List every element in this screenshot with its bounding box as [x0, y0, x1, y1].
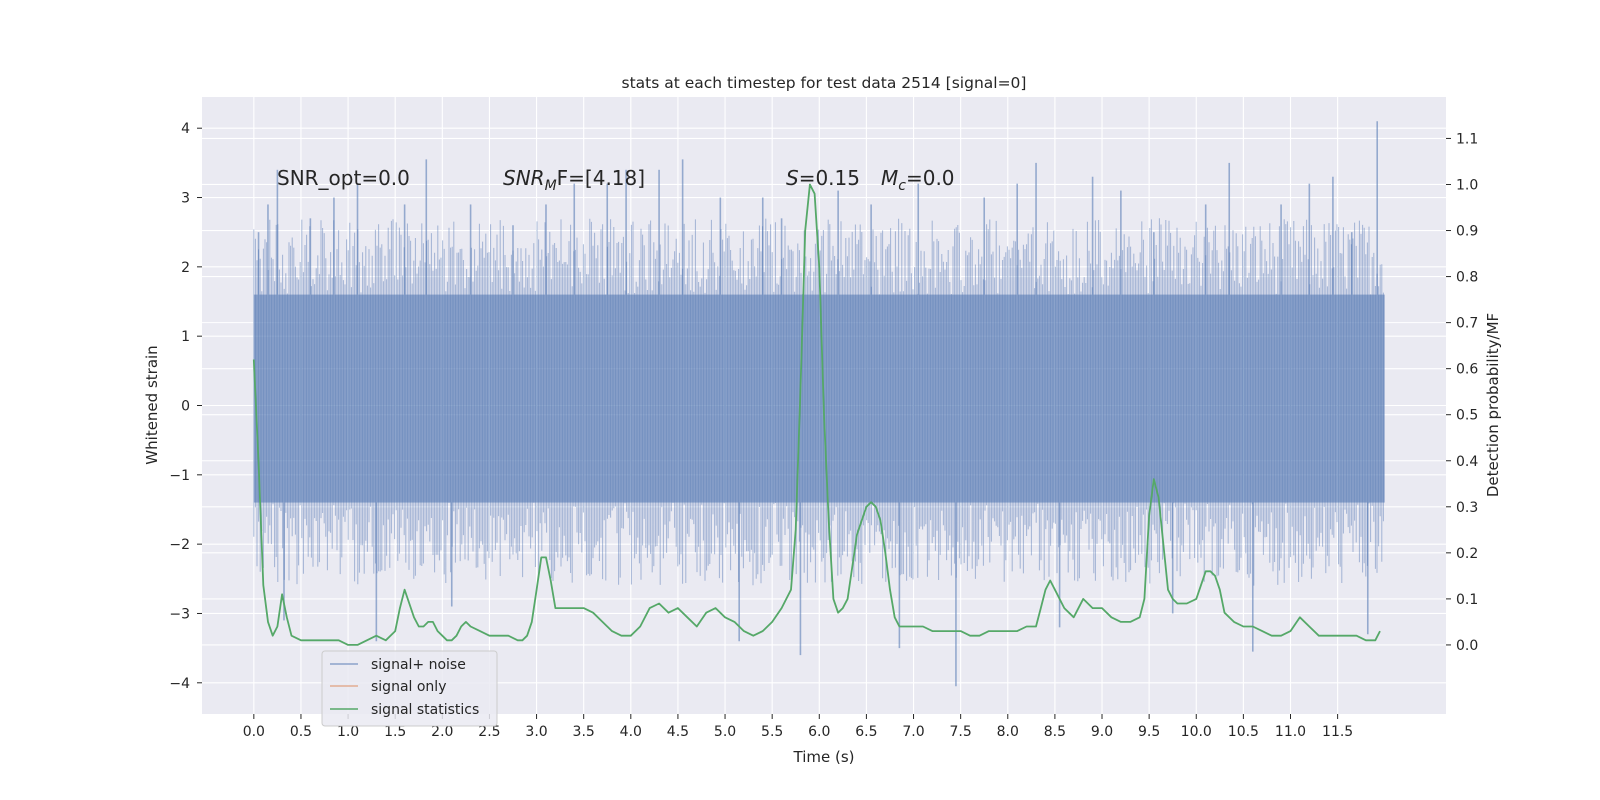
x-tick-label: 2.5: [478, 724, 500, 740]
x-tick-label: 6.0: [808, 724, 830, 740]
series-signal-statistics: [252, 183, 1381, 646]
x-tick-label: 1.0: [337, 724, 359, 740]
y2-axis-label: Detection probability/MF: [1484, 313, 1502, 497]
y2-tick-label: 0.4: [1456, 454, 1478, 470]
x-tick-label: 11.0: [1275, 724, 1306, 740]
legend: signal+ noise signal only signal statist…: [321, 650, 498, 727]
strain-trace: [253, 218, 1384, 586]
x-tick-label: 11.5: [1322, 724, 1353, 740]
x-tick-label: 10.5: [1228, 724, 1259, 740]
y-axis-label: Whitened strain: [143, 345, 161, 464]
y-tick-label: 0: [181, 399, 190, 415]
y-axis-right: 1.1 1.0 0.9 0.8 0.7 0.6 0.5 0.4 0.3 0.2 0.1 0.0: [1446, 131, 1478, 654]
y-tick-label: −1: [169, 468, 190, 484]
legend-label-signal-only: signal only: [371, 679, 446, 695]
x-tick-label: 7.0: [902, 724, 924, 740]
x-tick-label: 5.0: [714, 724, 736, 740]
y2-tick-label: 1.0: [1456, 177, 1478, 193]
x-axis: 0.0 0.5 1.0 1.5 2.0 2.5 3.0 3.5 4.0 4.5 5.0 5.5 6.0 6…: [243, 714, 1353, 740]
y-tick-label: 3: [181, 191, 190, 207]
y2-tick-label: 0.8: [1456, 270, 1478, 286]
y-tick-label: −4: [169, 676, 190, 692]
annotation-snr-opt: SNR_opt=0.0: [277, 166, 410, 190]
legend-box: [321, 650, 498, 727]
x-tick-label: 1.5: [384, 724, 406, 740]
x-tick-label: 2.0: [431, 724, 453, 740]
y2-tick-label: 0.9: [1456, 224, 1478, 240]
stats-line: [252, 183, 1381, 646]
y2-tick-label: 1.1: [1456, 131, 1478, 147]
chart-title: stats at each timestep for test data 251…: [622, 74, 1027, 92]
x-tick-label: 10.0: [1181, 724, 1212, 740]
x-tick-label: 9.0: [1091, 724, 1113, 740]
annotation-snr-mf: SNRMF=[4.18]: [503, 166, 645, 194]
x-tick-label: 3.0: [525, 724, 547, 740]
legend-label-signal-noise: signal+ noise: [371, 657, 466, 673]
annotations: SNR_opt=0.0 SNRMF=[4.18] S=0.15 Mc=0.0: [277, 166, 955, 194]
x-tick-label: 4.5: [667, 724, 689, 740]
y2-tick-label: 0.2: [1456, 546, 1478, 562]
x-tick-label: 8.0: [997, 724, 1019, 740]
y2-tick-label: 0.5: [1456, 408, 1478, 424]
y-axis-left: 4 3 2 1 0 −1 −2 −3 −4: [169, 121, 202, 692]
annotation-s: S=0.15: [786, 166, 860, 190]
y-tick-label: 2: [181, 260, 190, 276]
y2-tick-label: 0.3: [1456, 500, 1478, 516]
series-signal-noise: [253, 121, 1385, 687]
y2-tick-label: 0.0: [1456, 638, 1478, 654]
x-tick-label: 7.5: [950, 724, 972, 740]
strain-band: [253, 294, 1385, 503]
x-tick-label: 0.0: [243, 724, 265, 740]
x-axis-label: Time (s): [793, 748, 855, 766]
y-tick-label: 4: [181, 121, 190, 137]
x-tick-label: 0.5: [290, 724, 312, 740]
annotation-mc: Mc=0.0: [881, 166, 955, 194]
x-tick-label: 8.5: [1044, 724, 1066, 740]
legend-label-signal-statistics: signal statistics: [371, 702, 479, 718]
y-tick-label: 1: [181, 329, 190, 345]
x-tick-label: 6.5: [855, 724, 877, 740]
x-tick-label: 9.5: [1138, 724, 1160, 740]
y-tick-label: −3: [169, 606, 190, 622]
x-tick-label: 3.5: [573, 724, 595, 740]
x-tick-label: 5.5: [761, 724, 783, 740]
y2-tick-label: 0.7: [1456, 316, 1478, 332]
y2-tick-label: 0.6: [1456, 362, 1478, 378]
y-tick-label: −2: [169, 537, 190, 553]
x-tick-label: 4.0: [620, 724, 642, 740]
y2-tick-label: 0.1: [1456, 592, 1478, 608]
